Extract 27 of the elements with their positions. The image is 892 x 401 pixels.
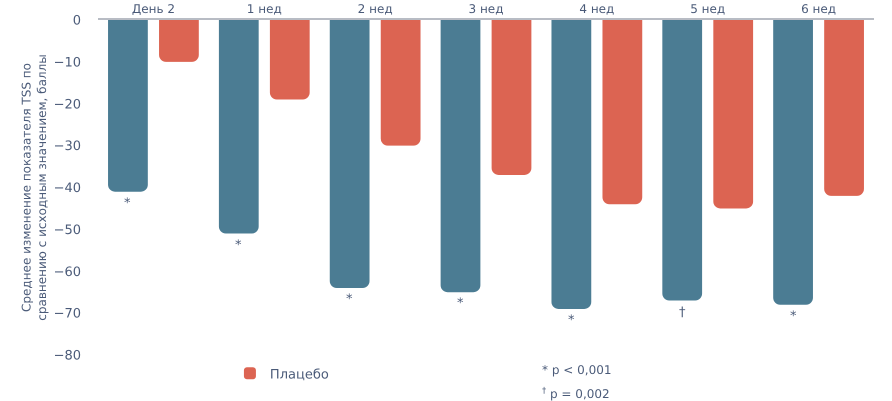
text: * p < 0,001 bbox=[542, 363, 612, 377]
annotation: * bbox=[568, 313, 575, 328]
y-tick-label: 0 bbox=[72, 14, 81, 29]
annotation: * bbox=[457, 296, 464, 311]
y-tick-label: −60 bbox=[54, 264, 81, 280]
annotation: * bbox=[124, 196, 131, 211]
y-tick-label: −20 bbox=[54, 97, 81, 112]
y-tick-label: −50 bbox=[54, 222, 81, 238]
x-tick-label: День 2 bbox=[132, 2, 175, 16]
x-tick-label: 1 нед bbox=[246, 2, 282, 16]
y-tick-label: −10 bbox=[54, 55, 81, 70]
x-tick-label: 2 нед bbox=[358, 2, 393, 16]
annotation: * bbox=[346, 292, 353, 307]
y-tick-label: −30 bbox=[54, 139, 81, 154]
y-tick-label: −80 bbox=[54, 348, 81, 364]
y-tick-label: −40 bbox=[54, 181, 81, 196]
y-axis-title: Среднее изменение показателя TSS по сравнению с исходным значением, баллы bbox=[19, 54, 49, 321]
text: $^{†}$ p = 0,002 bbox=[542, 385, 610, 401]
annotation: * bbox=[235, 238, 242, 253]
annotation: * bbox=[790, 309, 797, 324]
x-tick-label: 6 нед bbox=[801, 2, 836, 16]
x-tick-label: 5 нед bbox=[690, 2, 726, 16]
legend-label: Плацебо bbox=[270, 367, 329, 382]
x-tick-label: 3 нед bbox=[468, 2, 504, 16]
annotation: † bbox=[679, 305, 686, 320]
y-tick-label: −70 bbox=[54, 306, 81, 322]
x-tick-label: 4 нед bbox=[579, 2, 614, 16]
